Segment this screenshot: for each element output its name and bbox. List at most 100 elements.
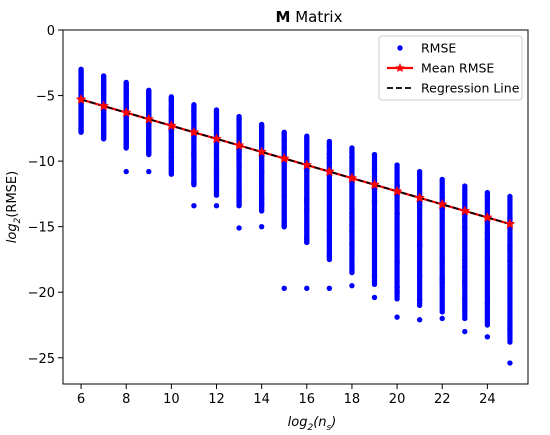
rmse-point bbox=[304, 167, 310, 174]
legend-rmse-marker bbox=[397, 45, 403, 51]
rmse-point bbox=[507, 325, 513, 331]
rmse-outlier-point bbox=[191, 202, 197, 209]
y-tick-label: −25 bbox=[28, 352, 55, 367]
x-axis-label: log2(ns) bbox=[288, 415, 337, 433]
y-axis-label: log2(RMSE) bbox=[5, 171, 23, 243]
rmse-point bbox=[304, 207, 310, 213]
legend-label: RMSE bbox=[421, 41, 456, 56]
rmse-outlier-point bbox=[258, 223, 265, 230]
rmse-point bbox=[349, 154, 355, 161]
rmse-point bbox=[371, 198, 378, 205]
mean-rmse-marker bbox=[459, 205, 471, 216]
rmse-point bbox=[507, 258, 513, 264]
rmse-outlier-point bbox=[326, 285, 333, 291]
rmse-point bbox=[146, 138, 152, 144]
rmse-point bbox=[349, 228, 355, 234]
x-tick-label: 18 bbox=[344, 392, 361, 407]
rmse-outlier-point bbox=[146, 168, 152, 175]
mean-rmse-marker bbox=[165, 120, 177, 131]
rmse-point bbox=[416, 302, 423, 309]
rmse-outlier-point bbox=[507, 360, 513, 366]
mean-rmse-marker bbox=[301, 159, 313, 170]
rmse-point bbox=[462, 224, 468, 230]
rmse-point bbox=[484, 300, 491, 306]
mean-rmse-marker bbox=[504, 218, 516, 229]
y-tick-label: −5 bbox=[36, 90, 55, 105]
rmse-point bbox=[416, 296, 423, 303]
rmse-point bbox=[462, 279, 468, 285]
mean-rmse-marker bbox=[143, 113, 155, 124]
rmse-point bbox=[191, 166, 197, 173]
y-tick-label: −15 bbox=[28, 221, 55, 236]
rmse-point bbox=[258, 124, 265, 130]
rmse-point bbox=[191, 108, 197, 115]
rmse-point bbox=[281, 193, 287, 199]
rmse-point bbox=[168, 109, 175, 115]
rmse-point bbox=[123, 125, 129, 131]
rmse-point bbox=[281, 137, 287, 143]
rmse-outlier-point bbox=[304, 285, 310, 291]
rmse-point bbox=[78, 105, 84, 112]
rmse-point bbox=[484, 256, 491, 262]
rmse-point bbox=[213, 192, 220, 198]
rmse-point bbox=[326, 143, 333, 149]
rmse-point bbox=[100, 90, 107, 96]
rmse-point bbox=[371, 274, 378, 280]
mean-rmse-marker bbox=[278, 152, 290, 164]
mean-rmse-marker bbox=[369, 179, 380, 190]
rmse-outlier-point bbox=[123, 168, 129, 175]
mean-rmse-marker bbox=[188, 126, 200, 137]
rmse-point bbox=[78, 128, 84, 134]
x-axis-label-main: log bbox=[288, 415, 308, 430]
x-tick-label: 20 bbox=[389, 392, 406, 407]
rmse-point bbox=[439, 194, 445, 200]
rmse-point bbox=[123, 136, 129, 142]
plot-frame bbox=[62, 29, 529, 385]
mean-rmse-marker bbox=[391, 185, 403, 196]
chart-title-rest: Matrix bbox=[290, 8, 342, 26]
legend: RMSE Mean RMSE Regression Line bbox=[378, 35, 523, 101]
rmse-point bbox=[326, 253, 333, 259]
rmse-outlier-point bbox=[394, 314, 400, 320]
rmse-point bbox=[236, 147, 242, 154]
rmse-point bbox=[236, 192, 242, 199]
rmse-point bbox=[462, 315, 468, 322]
rmse-point bbox=[258, 196, 265, 202]
rmse-point bbox=[123, 89, 129, 95]
x-axis-label-close: ) bbox=[330, 415, 336, 430]
x-tick-label: 6 bbox=[77, 392, 85, 407]
rmse-point bbox=[394, 259, 400, 265]
rmse-point bbox=[326, 155, 333, 161]
x-axis-label-arg-sub: s bbox=[327, 423, 332, 433]
x-tick-label: 16 bbox=[299, 392, 316, 407]
mean-rmse-marker bbox=[211, 133, 222, 144]
rmse-outlier-point bbox=[484, 334, 491, 340]
rmse-outlier-point bbox=[281, 285, 287, 291]
rmse-point bbox=[168, 97, 175, 104]
rmse-point bbox=[168, 128, 175, 134]
rmse-point bbox=[78, 87, 84, 93]
mean-rmse-marker bbox=[414, 192, 426, 203]
rmse-point bbox=[484, 236, 491, 242]
rmse-point bbox=[462, 256, 468, 262]
rmse-point bbox=[236, 186, 242, 193]
rmse-point bbox=[213, 126, 220, 133]
rmse-outlier-point bbox=[213, 202, 220, 209]
rmse-point bbox=[507, 246, 513, 253]
rmse-outlier-point bbox=[371, 294, 378, 301]
rmse-point bbox=[258, 169, 265, 176]
rmse-point bbox=[78, 120, 84, 126]
mean-rmse-marker bbox=[75, 93, 87, 105]
rmse-point bbox=[326, 160, 333, 166]
rmse-point bbox=[258, 208, 265, 214]
rmse-point bbox=[236, 153, 242, 159]
rmse-point bbox=[213, 149, 220, 156]
rmse-point bbox=[168, 171, 175, 177]
rmse-point bbox=[349, 222, 355, 228]
rmse-point bbox=[213, 109, 220, 116]
rmse-point bbox=[394, 284, 400, 290]
rmse-point bbox=[349, 215, 355, 221]
rmse-point bbox=[462, 264, 468, 270]
rmse-point bbox=[484, 193, 491, 200]
